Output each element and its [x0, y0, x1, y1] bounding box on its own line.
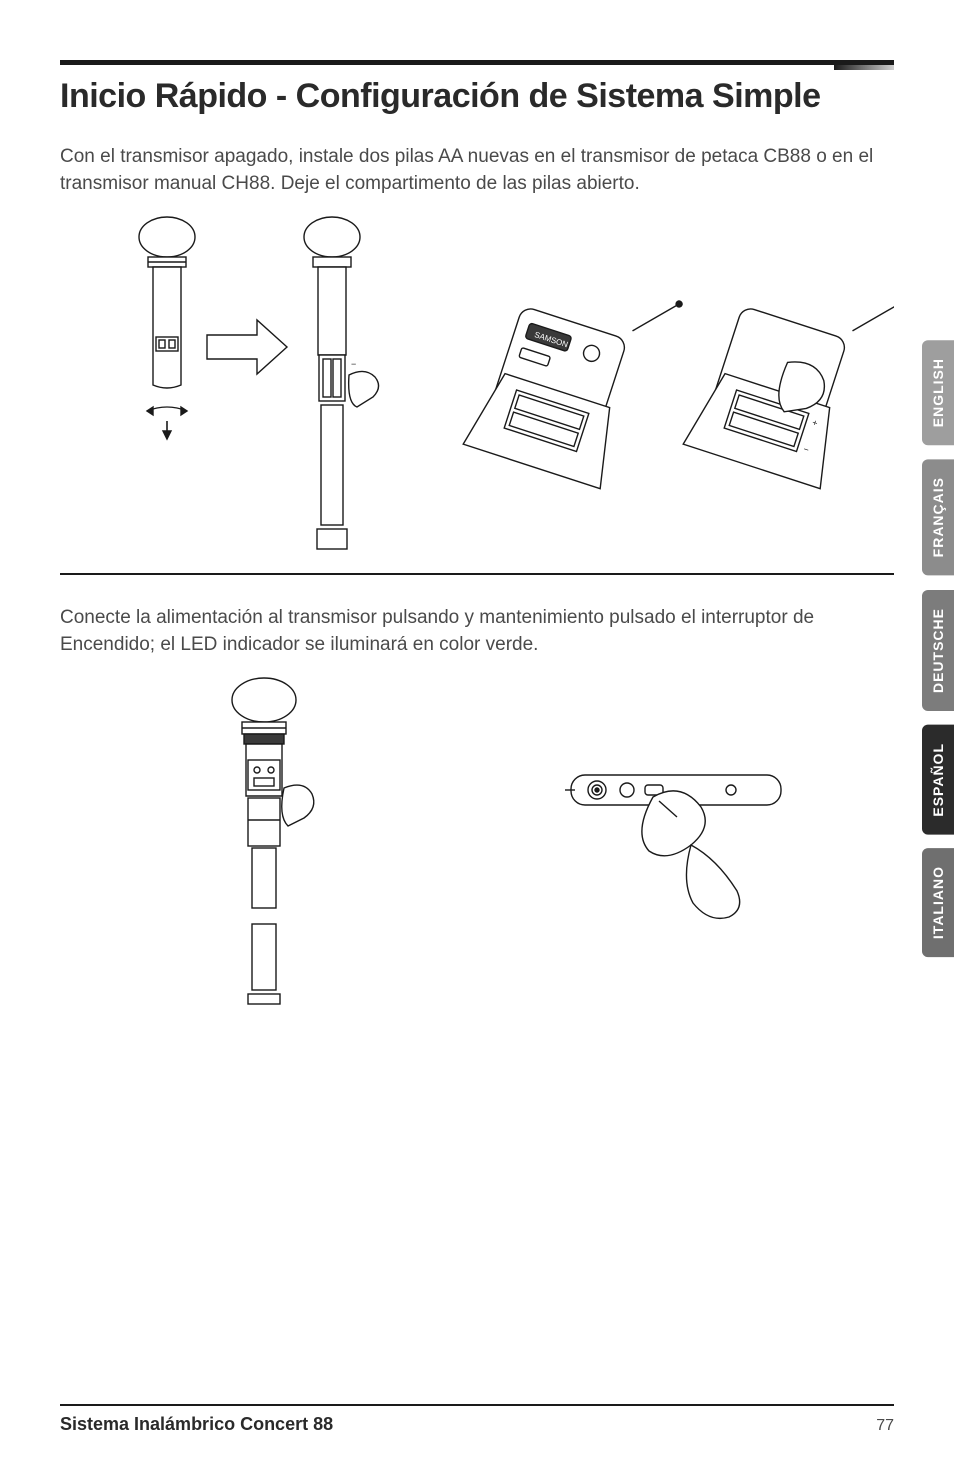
section-divider [60, 573, 894, 575]
beltpack-battery-icon: SAMSON [454, 255, 894, 515]
page-footer: Sistema Inalámbrico Concert 88 77 [60, 1404, 894, 1435]
beltpack-power-icon [541, 741, 841, 941]
figure-handheld-battery: − + [60, 215, 434, 555]
paragraph-2: Conecte la alimentación al transmisor pu… [60, 605, 894, 658]
figure-row-2 [60, 676, 894, 1006]
lang-tab-espanol[interactable]: ESPAÑOL [922, 725, 954, 835]
lang-tab-francais[interactable]: FRANÇAIS [922, 459, 954, 575]
lang-tab-italiano[interactable]: ITALIANO [922, 848, 954, 957]
handheld-power-icon [184, 676, 344, 1006]
figure-beltpack-power [487, 706, 894, 976]
top-rule [60, 60, 894, 65]
lang-tab-deutsche[interactable]: DEUTSCHE [922, 590, 954, 711]
paragraph-1: Con el transmisor apagado, instale dos p… [60, 144, 894, 197]
page-number: 77 [876, 1417, 894, 1435]
figure-row-1: − + SA [60, 215, 894, 555]
handheld-mic-battery-icon: − + [107, 215, 387, 555]
figure-beltpack-battery: SAMSON [454, 225, 894, 545]
page-heading: Inicio Rápido - Configuración de Sistema… [60, 77, 894, 116]
footer-title: Sistema Inalámbrico Concert 88 [60, 1414, 333, 1435]
figure-handheld-power [60, 676, 467, 1006]
svg-text:−: − [351, 359, 356, 369]
language-tabs: ENGLISH FRANÇAIS DEUTSCHE ESPAÑOL ITALIA… [922, 340, 954, 957]
lang-tab-english[interactable]: ENGLISH [922, 340, 954, 445]
